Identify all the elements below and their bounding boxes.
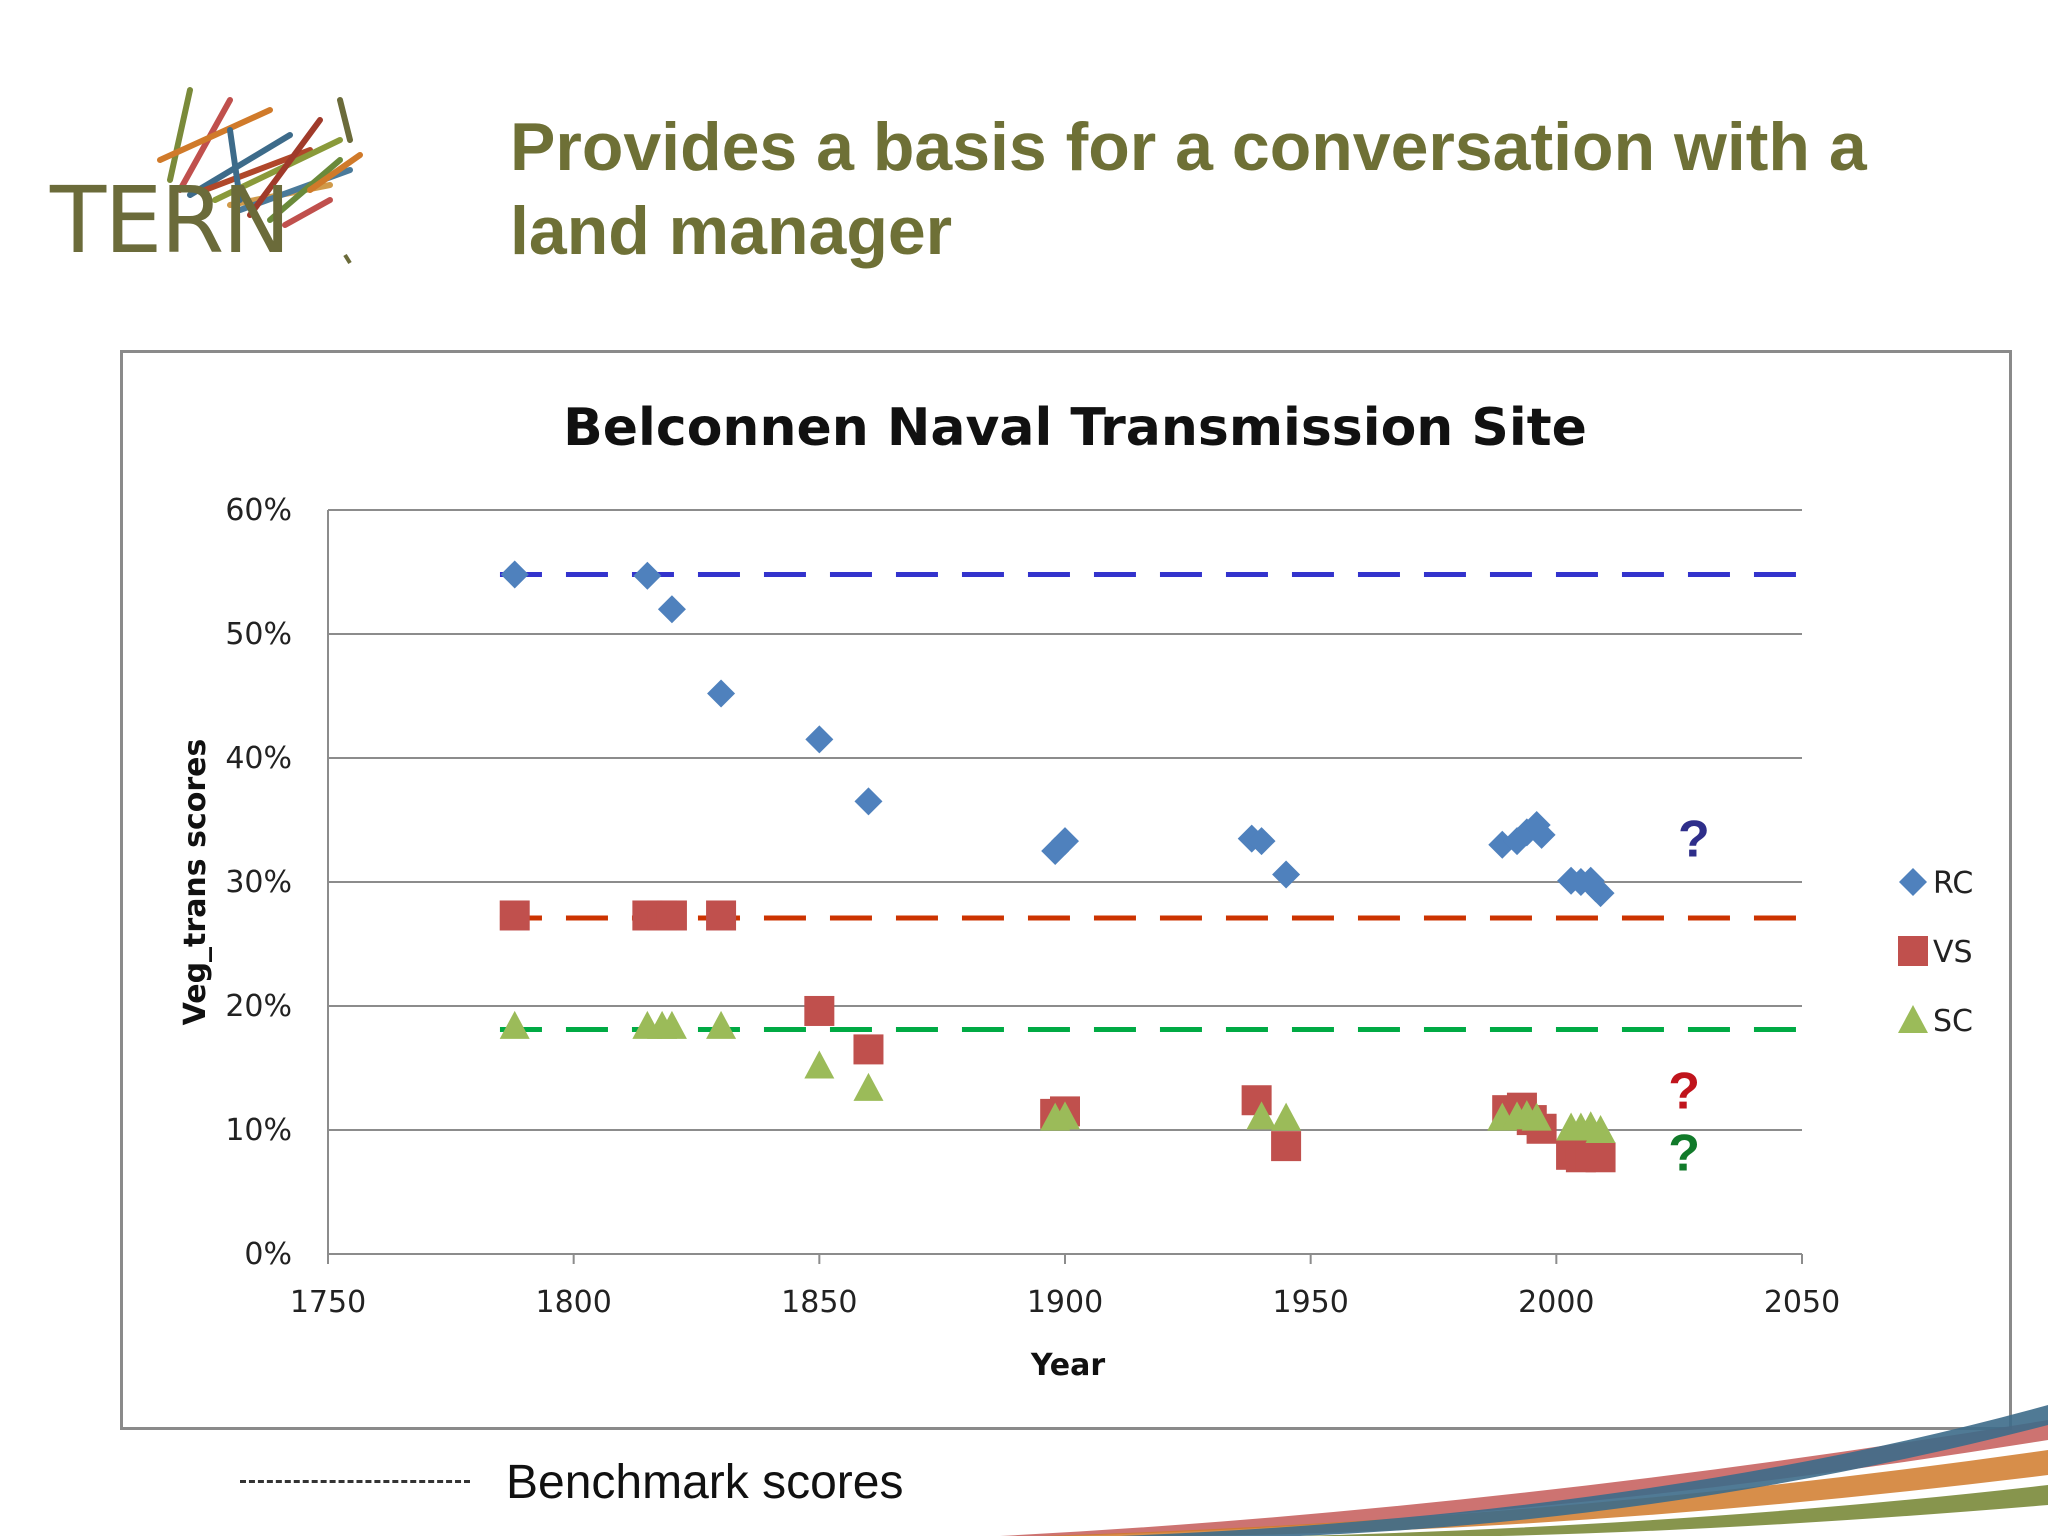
data-point-sc [499, 1010, 530, 1039]
data-point-vs [853, 1034, 884, 1065]
data-point-sc [853, 1072, 884, 1101]
data-point-vs [499, 900, 530, 931]
legend-label-sc: SC [1933, 1004, 1973, 1039]
data-point-vs [656, 900, 687, 931]
x-axis-label: Year [1030, 1348, 1106, 1383]
tern-logo [157, 87, 363, 265]
data-point-rc [657, 595, 686, 624]
data-point-rc [500, 560, 529, 589]
data-point-vs [1271, 1131, 1302, 1162]
data-point-rc [1247, 827, 1276, 856]
x-tick-label: 1850 [781, 1285, 857, 1320]
x-tick-label: 1900 [1027, 1285, 1103, 1320]
x-tick-label: 1750 [290, 1285, 366, 1320]
legend-marker-sc [1898, 1005, 1928, 1033]
x-tick-label: 1950 [1272, 1285, 1348, 1320]
data-point-vs [1585, 1142, 1616, 1173]
x-tick-label: 2050 [1764, 1285, 1840, 1320]
benchmark-label: Benchmark scores [506, 1456, 904, 1509]
legend-label-rc: RC [1933, 866, 1973, 901]
data-point-vs [706, 900, 737, 931]
y-tick-label: 30% [225, 865, 292, 900]
data-point-sc [706, 1010, 737, 1039]
chart-frame [120, 350, 2012, 1430]
data-point-vs [1241, 1085, 1272, 1116]
data-point-sc [804, 1050, 835, 1079]
data-point-sc [1585, 1115, 1616, 1143]
y-tick-label: 50% [225, 617, 292, 652]
question-mark-annotation: ? [1678, 811, 1710, 869]
question-mark-annotation: ? [1668, 1124, 1700, 1182]
data-point-rc [707, 679, 736, 708]
y-axis-label: Veg_trans scores [178, 739, 213, 1026]
decorative-swoosh [1000, 1405, 2048, 1536]
data-point-rc [633, 561, 662, 590]
x-tick-label: 2000 [1518, 1285, 1594, 1320]
y-tick-label: 20% [225, 989, 292, 1024]
data-point-sc [1271, 1102, 1302, 1131]
data-point-sc [1521, 1102, 1552, 1131]
legend-marker-vs [1898, 936, 1928, 966]
y-tick-label: 40% [225, 741, 292, 776]
data-point-sc [1050, 1101, 1080, 1130]
logo-text: TERN [50, 167, 291, 274]
question-mark-annotation: ? [1668, 1062, 1700, 1120]
chart-title: Belconnen Naval Transmission Site [563, 398, 1587, 458]
data-point-rc [1527, 820, 1556, 849]
data-point-rc [1586, 879, 1615, 908]
legend-label-vs: VS [1933, 935, 1973, 970]
data-point-rc [1272, 860, 1301, 889]
data-point-vs [804, 995, 835, 1026]
data-point-rc [1051, 827, 1079, 856]
data-point-sc [1246, 1101, 1277, 1130]
y-tick-label: 10% [225, 1113, 292, 1148]
data-point-rc [854, 787, 883, 816]
x-tick-label: 1800 [535, 1285, 611, 1320]
slide-title: Provides a basis for a conversation with… [510, 109, 1867, 269]
y-tick-label: 60% [225, 493, 292, 528]
benchmark-dash-sample [240, 1479, 470, 1483]
data-point-rc [805, 725, 834, 754]
data-point-sc [656, 1010, 687, 1039]
y-tick-label: 0% [244, 1237, 292, 1272]
legend-marker-rc [1899, 868, 1927, 896]
benchmark-note: Benchmark scores [240, 1455, 903, 1510]
